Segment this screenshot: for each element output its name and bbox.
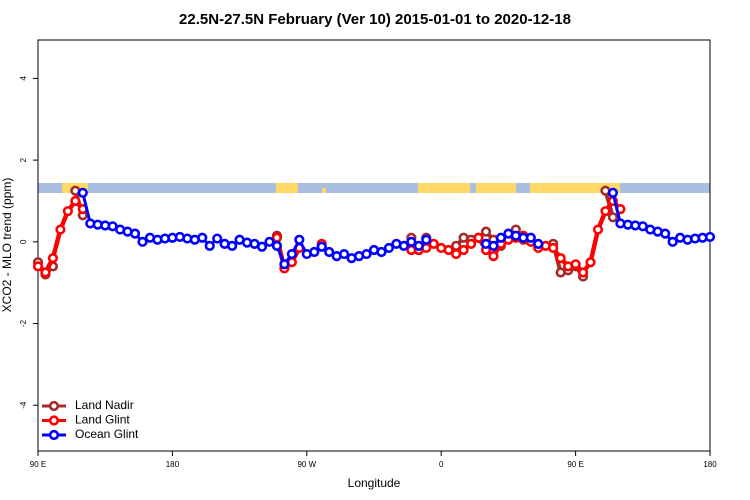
data-point: [488, 251, 499, 262]
y-axis-label: XCO2 - MLO trend (ppm): [0, 178, 14, 313]
data-point: [577, 267, 589, 278]
series: [77, 187, 716, 270]
data-point: [279, 259, 290, 270]
data-point: [488, 240, 499, 252]
x-tick-label: 180: [166, 460, 180, 469]
data-point: [32, 261, 44, 272]
data-point: [458, 244, 469, 256]
land-band: [476, 183, 516, 193]
data-point: [413, 240, 424, 252]
x-tick-label: 180: [703, 460, 717, 469]
x-tick-label: 90 W: [297, 460, 316, 469]
data-point: [40, 267, 51, 278]
data-point: [294, 234, 305, 245]
land-band: [418, 183, 470, 193]
x-tick-label: 0: [439, 460, 444, 469]
legend-marker: [48, 415, 60, 426]
data-point: [555, 253, 566, 264]
data-point: [495, 232, 507, 243]
data-point: [227, 240, 238, 252]
x-tick-label: 90 E: [567, 460, 583, 469]
ocean-band: [38, 183, 710, 193]
data-point: [607, 187, 619, 198]
data-point: [533, 238, 544, 249]
x-axis-label: Longitude: [348, 476, 401, 490]
data-point: [607, 212, 619, 223]
data-point: [428, 238, 439, 249]
land-band: [530, 183, 620, 193]
data-point: [600, 206, 611, 217]
data-point: [451, 248, 462, 260]
data-point: [660, 228, 671, 239]
data-point: [316, 241, 327, 252]
data-point: [286, 248, 297, 260]
legend-marker: [48, 429, 60, 441]
data-point: [137, 236, 148, 247]
data-point: [361, 248, 372, 260]
data-point: [47, 253, 59, 264]
y-tick-label: 0: [19, 239, 28, 244]
data-point: [62, 206, 73, 217]
data-point: [77, 187, 88, 198]
data-point: [376, 246, 387, 258]
data-point: [212, 233, 223, 244]
legend-label: Ocean Glint: [75, 427, 139, 441]
data-point: [592, 224, 604, 235]
land-band: [276, 183, 298, 193]
land-band: [322, 188, 326, 193]
data-point: [197, 232, 208, 243]
data-point: [421, 234, 432, 245]
data-point: [256, 241, 268, 252]
plot-frame: [37, 39, 711, 452]
data-point: [570, 259, 581, 270]
legend-label: Land Nadir: [75, 398, 134, 412]
data-point: [480, 226, 492, 237]
data-point: [465, 238, 477, 249]
series-line: [36, 198, 85, 275]
data-point: [473, 232, 484, 243]
data-point: [264, 236, 275, 247]
legend-label: Land Glint: [75, 413, 130, 427]
data-point: [129, 228, 141, 239]
data-point: [585, 257, 596, 268]
data-point: [271, 240, 283, 252]
data-point: [548, 242, 559, 254]
data-point: [525, 232, 536, 243]
y-tick-label: 4: [19, 76, 28, 81]
chart-title: 22.5N-27.5N February (Ver 10) 2015-01-01…: [179, 11, 571, 28]
data-point: [443, 244, 454, 256]
data-point: [204, 240, 215, 252]
data-point: [339, 248, 350, 260]
legend-marker: [48, 400, 60, 412]
y-tick-label: 2: [19, 157, 28, 162]
data-point: [70, 195, 81, 207]
data-point: [324, 246, 335, 258]
data-point: [667, 236, 678, 247]
data-point: [309, 246, 320, 258]
data-point: [406, 236, 417, 247]
y-tick-label: -4: [19, 401, 28, 409]
y-tick-label: -2: [19, 319, 28, 327]
data-point: [398, 240, 409, 252]
data-point: [383, 242, 395, 254]
x-tick-label: 90 E: [30, 460, 46, 469]
data-point: [704, 231, 716, 243]
data-point: [55, 224, 66, 235]
